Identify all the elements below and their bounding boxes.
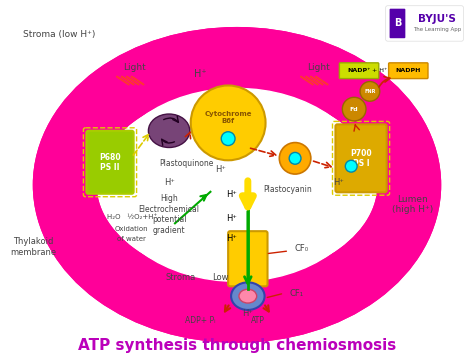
Circle shape: [289, 153, 301, 164]
Text: P680
PS II: P680 PS II: [99, 153, 121, 172]
Ellipse shape: [239, 289, 257, 303]
Circle shape: [345, 160, 357, 172]
Text: H⁺: H⁺: [226, 190, 237, 199]
Text: H⁺: H⁺: [215, 165, 226, 174]
Text: ADP+ Pᵢ: ADP+ Pᵢ: [185, 316, 216, 325]
Ellipse shape: [104, 88, 370, 281]
Ellipse shape: [104, 88, 370, 281]
Text: The Learning App: The Learning App: [413, 27, 461, 32]
Text: Thylakoid
membrane: Thylakoid membrane: [10, 237, 56, 257]
Text: of water: of water: [117, 236, 146, 242]
FancyBboxPatch shape: [228, 231, 267, 286]
Circle shape: [342, 97, 366, 121]
Text: Light: Light: [307, 63, 330, 72]
Text: Low: Low: [212, 274, 228, 282]
Text: BYJU'S: BYJU'S: [418, 14, 456, 24]
Text: Light: Light: [123, 63, 146, 72]
Text: Fd: Fd: [350, 107, 358, 112]
Text: Oxidation: Oxidation: [115, 226, 148, 232]
Text: High
Electrochemical
potential
gradient: High Electrochemical potential gradient: [138, 194, 200, 234]
Text: Stroma: Stroma: [166, 274, 196, 282]
Text: NADP⁺: NADP⁺: [347, 68, 371, 73]
Circle shape: [221, 132, 235, 146]
Text: + H⁺: + H⁺: [372, 68, 387, 73]
FancyBboxPatch shape: [390, 9, 405, 38]
Circle shape: [360, 82, 380, 101]
Ellipse shape: [231, 282, 264, 310]
FancyBboxPatch shape: [386, 6, 464, 41]
Ellipse shape: [25, 29, 449, 340]
Text: Plastoquinone: Plastoquinone: [160, 159, 214, 168]
FancyBboxPatch shape: [336, 124, 387, 192]
Text: Plastocyanin: Plastocyanin: [263, 185, 311, 194]
FancyBboxPatch shape: [86, 131, 134, 194]
Text: PC: PC: [290, 155, 300, 161]
Text: H⁺: H⁺: [164, 178, 174, 187]
Text: CF₁: CF₁: [289, 289, 303, 298]
Text: ATP: ATP: [251, 316, 264, 325]
Text: B: B: [394, 19, 401, 28]
Text: H₂O   ½O₂+H⁺: H₂O ½O₂+H⁺: [107, 214, 157, 221]
Text: H⁺: H⁺: [242, 309, 253, 318]
Ellipse shape: [148, 114, 190, 147]
Text: H⁺: H⁺: [333, 178, 344, 187]
Text: CF₀: CF₀: [294, 244, 308, 253]
Circle shape: [191, 86, 265, 160]
Text: FNR: FNR: [364, 89, 375, 94]
Text: P700
PS I: P700 PS I: [350, 149, 372, 168]
Text: Stroma (low H⁺): Stroma (low H⁺): [23, 30, 96, 39]
FancyBboxPatch shape: [339, 63, 379, 79]
Circle shape: [279, 142, 311, 174]
Text: Lumen
(high H⁺): Lumen (high H⁺): [392, 195, 433, 214]
Text: ATP synthesis through chemiosmosis: ATP synthesis through chemiosmosis: [78, 338, 396, 353]
Text: H⁺: H⁺: [226, 214, 237, 223]
Text: Cytochrome
B6f: Cytochrome B6f: [204, 111, 252, 125]
Text: H⁺: H⁺: [226, 234, 237, 243]
FancyBboxPatch shape: [389, 63, 428, 79]
Text: H⁺: H⁺: [194, 69, 207, 79]
Text: NADPH: NADPH: [396, 68, 421, 73]
